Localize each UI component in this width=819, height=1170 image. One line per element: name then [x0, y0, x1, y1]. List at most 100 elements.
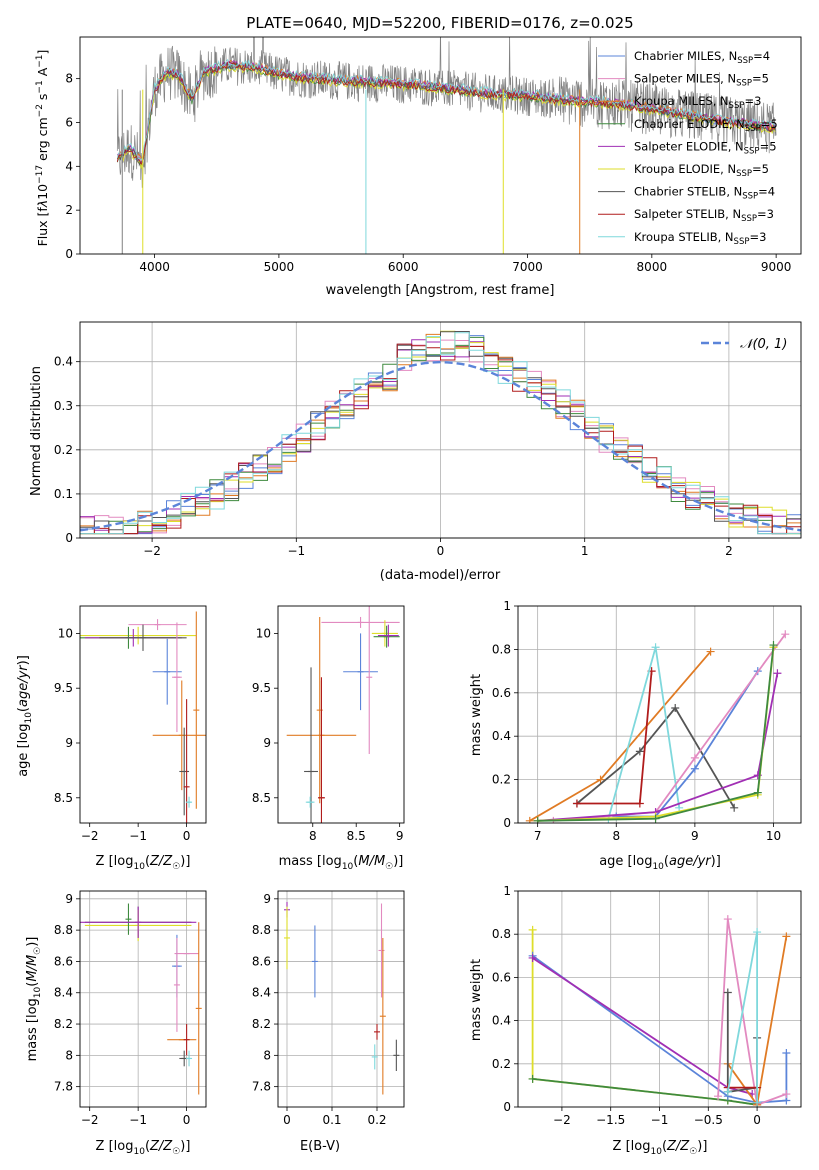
legend-label: Salpeter MILES, NSSP=5 [634, 72, 769, 89]
y-tick-label: 8.6 [54, 954, 73, 968]
x-tick-label: 0 [753, 1113, 761, 1127]
legend-subscript: SSP [734, 237, 750, 247]
mass-weight-marker [651, 814, 660, 823]
y-tick-label: 9 [65, 736, 73, 750]
legend-value: =5 [752, 72, 769, 86]
y-tick-label: 8.2 [54, 1017, 73, 1031]
legend-subscript: SSP [736, 79, 752, 89]
model-spectrum-line [116, 61, 776, 166]
legend-value: =5 [752, 162, 769, 176]
legend-value: =5 [760, 139, 777, 153]
model-spectrum-line [116, 58, 776, 161]
y-tick-label: 1 [503, 599, 511, 613]
y-tick-label: 0.2 [54, 443, 73, 457]
y-tick-label: 8.6 [252, 954, 271, 968]
x-tick-label: −2 [553, 1113, 571, 1127]
x-tick-label: 7 [534, 829, 542, 843]
mass-weight-marker [730, 803, 739, 812]
mass-weight-marker [675, 803, 684, 812]
p2-xlabel: Z [log10(Z/Z☉)] [96, 854, 191, 872]
legend-subscript: SSP [736, 169, 752, 179]
axes-frame [517, 890, 802, 1108]
legend-label: Kroupa ELODIE, NSSP=5 [634, 162, 769, 179]
mass-weight-marker [723, 988, 732, 997]
legend-subscript: SSP [741, 214, 757, 224]
y-tick-label: 0.3 [54, 399, 73, 413]
y-tick-label: 1 [503, 884, 511, 898]
age-vs-metallicity-panel: −2 −1 0 8.5 9 9.5 10 [54, 605, 207, 843]
axes-frame [79, 321, 802, 539]
x-tick-label: 10 [766, 829, 781, 843]
legend-value: =4 [758, 185, 775, 199]
residual-histogram-panel: −2 −1 0 1 2 0 0.1 0.2 0.3 0.4 𝒩(0, 1) [54, 321, 802, 558]
x-tick-label: 2 [725, 544, 733, 558]
x-tick-label: 0.2 [367, 1113, 386, 1127]
p4-ylabel: mass weight [469, 674, 484, 756]
mass-weight-marker [528, 925, 537, 934]
x-tick-label: −0.5 [694, 1113, 723, 1127]
errorbar-group [286, 606, 400, 823]
y-tick-label: 0.2 [492, 773, 511, 787]
x-tick-label: 4000 [139, 260, 170, 274]
x-tick-label: −1 [651, 1113, 669, 1127]
x-tick-label: 0.1 [322, 1113, 341, 1127]
x-tick-label: −1 [129, 1113, 147, 1127]
y-tick-label: 0.8 [492, 927, 511, 941]
y-tick-label: 10 [256, 626, 271, 640]
mass-weight-marker [782, 932, 791, 941]
y-tick-label: 9.5 [54, 681, 73, 695]
x-tick-label: 8000 [637, 260, 668, 274]
mass-weight-marker [533, 816, 542, 823]
mass-weight-marker [782, 1090, 791, 1099]
spectrum-traces [116, 37, 777, 254]
mass-weight-line [553, 633, 787, 822]
legend-label: Chabrier MILES, NSSP=4 [634, 49, 770, 66]
mass-weight-lines [525, 630, 790, 823]
y-tick-label: 0 [503, 1100, 511, 1114]
axes-frame [277, 890, 405, 1108]
y-tick-label: 8.5 [252, 791, 271, 805]
y-tick-label: 4 [65, 159, 73, 173]
legend-value: =3 [744, 94, 761, 108]
y-tick-label: 9 [65, 892, 73, 906]
mass-vs-metallicity-panel: −2 −1 0 7.8 8 8.2 8.4 8.6 8.8 9 [54, 890, 207, 1127]
y-tick-label: 8 [263, 1048, 271, 1062]
x-tick-label: −1.5 [596, 1113, 625, 1127]
p7-ylabel: mass weight [469, 959, 484, 1041]
y-tick-label: 0.4 [492, 1014, 511, 1028]
mass-weight-marker [690, 764, 699, 773]
x-tick-label: 0 [437, 544, 445, 558]
observed-spectrum [116, 37, 777, 188]
mass-weight-line [537, 673, 779, 822]
mass-weight-marker [528, 953, 537, 962]
gaussian-reference-curve [80, 360, 801, 532]
mass-weight-marker [714, 1092, 723, 1101]
y-tick-label: 8.8 [54, 923, 73, 937]
legend-label: Chabrier ELODIE, NSSP=5 [634, 117, 778, 134]
y-tick-label: 7.8 [54, 1080, 73, 1094]
y-tick-label: 9 [263, 736, 271, 750]
p5-xlabel: Z [log10(Z/Z☉)] [96, 1139, 191, 1157]
axes-frame [277, 605, 405, 824]
axes-frame [79, 605, 207, 824]
y-tick-label: 9 [263, 892, 271, 906]
x-tick-label: 5000 [264, 260, 295, 274]
y-tick-label: 6 [65, 115, 73, 129]
x-tick-label: 7000 [512, 260, 543, 274]
mass-weight-marker [525, 816, 534, 823]
histogram-ylabel: Normed distribution [29, 366, 44, 496]
p4-xlabel: age [log10(age/yr)] [599, 854, 721, 872]
mass-weight-line [531, 929, 758, 1106]
p5-ylabel: mass [log10(M/M☉)] [25, 937, 43, 1062]
x-tick-label: 9000 [761, 260, 792, 274]
mass-weight-vs-age-panel: 7 8 9 10 0 0.2 0.4 0.6 0.8 1 [492, 599, 802, 843]
legend-value: =4 [753, 49, 770, 63]
mass-weight-marker [635, 799, 644, 808]
axes-frame [79, 890, 207, 1108]
spectrum-title: PLATE=0640, MJD=52200, FIBERID=0176, z=0… [246, 14, 633, 32]
y-tick-label: 0.6 [492, 970, 511, 984]
mass-weight-marker [773, 669, 782, 678]
x-tick-label: −1 [287, 544, 305, 558]
mass-weight-marker [671, 703, 680, 712]
